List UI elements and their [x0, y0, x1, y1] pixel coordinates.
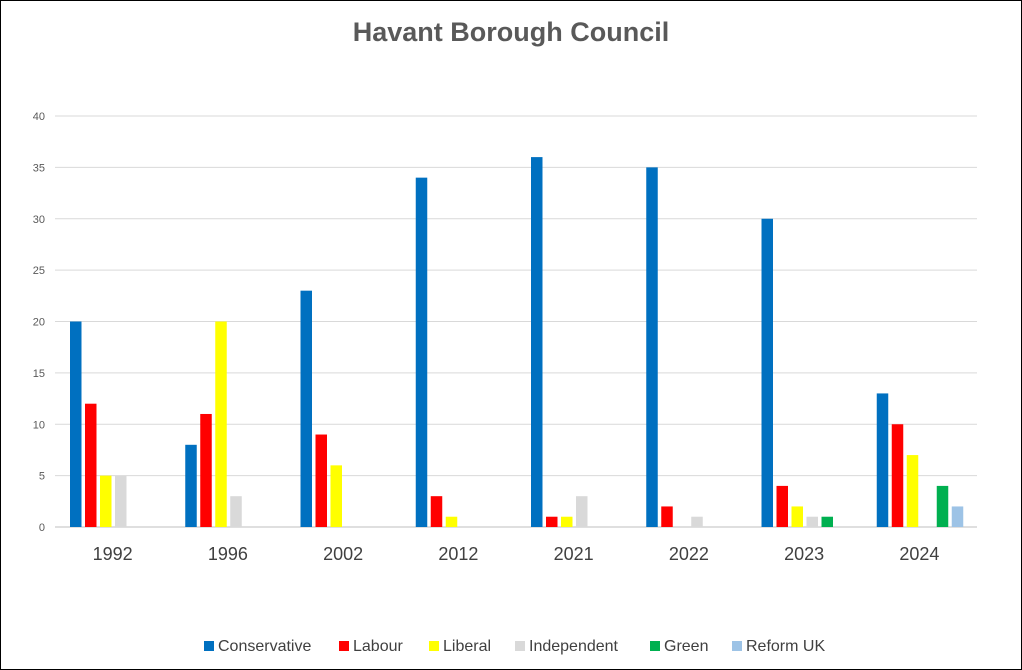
bar-conservative-2002: [300, 290, 312, 527]
x-tick-label: 1992: [93, 544, 133, 564]
x-tick-label: 2002: [323, 544, 363, 564]
legend-item-labour: Labour: [339, 638, 403, 655]
x-tick-label: 2021: [554, 544, 594, 564]
y-tick-label: 25: [33, 265, 45, 277]
bar-conservative-1992: [70, 321, 82, 527]
x-axis-ticks: 1992 1996 2002 2012 2021 2022 2023 2024: [93, 544, 940, 564]
bar-independent-2023: [806, 516, 818, 527]
bar-independent-1996: [230, 496, 242, 527]
bar-green-2024: [936, 485, 949, 527]
bar-labour-2024: [891, 424, 904, 527]
legend-item-liberal: Liberal: [429, 638, 491, 655]
x-tick-label: 2022: [669, 544, 709, 564]
x-tick-label: 1996: [208, 544, 248, 564]
bar-labour-2021: [546, 516, 558, 527]
bar-green-2023: [821, 516, 833, 527]
bar-liberal-2023: [791, 506, 803, 527]
bar-labour-2012: [430, 496, 443, 527]
y-axis-ticks: 0 5 10 15 20 25 30 35 40: [33, 111, 45, 534]
bar-conservative-2022: [646, 167, 658, 527]
y-tick-label: 10: [33, 419, 45, 431]
bar-conservative-2012: [415, 177, 428, 527]
bar-conservative-2023: [761, 218, 773, 527]
legend-item-green: Green: [650, 638, 708, 655]
legend-swatch: [650, 641, 660, 651]
legend-swatch: [429, 641, 439, 651]
y-tick-label: 0: [39, 522, 45, 534]
legend-swatch: [732, 641, 742, 651]
bar-conservative-2021: [531, 157, 543, 527]
legend-label: Green: [664, 638, 708, 655]
legend-swatch: [515, 641, 525, 651]
y-tick-label: 20: [33, 317, 45, 329]
y-tick-label: 30: [33, 214, 45, 226]
bar-labour-1996: [200, 413, 212, 527]
y-tick-label: 5: [39, 471, 45, 483]
legend-item-conservative: Conservative: [204, 638, 311, 655]
x-tick-label: 2012: [438, 544, 478, 564]
bar-independent-2021: [576, 496, 588, 527]
bar-labour-2023: [776, 485, 788, 527]
legend-swatch: [339, 641, 349, 651]
bar-labour-2002: [315, 434, 327, 527]
legend-item-reform-uk: Reform UK: [732, 638, 825, 655]
bar-liberal-2002: [330, 465, 342, 527]
bar-liberal-1992: [100, 475, 112, 527]
bar-labour-2022: [661, 506, 673, 527]
bar-liberal-2012: [445, 516, 458, 527]
legend-swatch: [204, 641, 214, 651]
chart-title: Havant Borough Council: [353, 17, 670, 47]
bar-liberal-1996: [215, 321, 227, 527]
y-tick-label: 15: [33, 368, 45, 380]
legend-label: Independent: [529, 638, 619, 655]
legend-label: Liberal: [443, 638, 491, 655]
legend-label: Labour: [353, 638, 403, 655]
bar-liberal-2021: [561, 516, 573, 527]
bar-labour-1992: [85, 403, 97, 527]
bar-conservative-2024: [876, 393, 889, 527]
bar-reform-uk-2024: [951, 506, 964, 527]
y-tick-label: 40: [33, 111, 45, 123]
legend-item-independent: Independent: [515, 638, 619, 655]
y-tick-label: 35: [33, 162, 45, 174]
bar-conservative-1996: [185, 444, 197, 527]
legend: Conservative Labour Liberal Independent Gree…: [204, 638, 825, 655]
legend-label: Conservative: [218, 638, 311, 655]
x-tick-label: 2023: [784, 544, 824, 564]
bar-independent-1992: [115, 475, 127, 527]
x-tick-label: 2024: [899, 544, 939, 564]
bars: [70, 157, 964, 527]
bar-liberal-2024: [906, 455, 919, 527]
bar-independent-2022: [691, 516, 703, 527]
legend-label: Reform UK: [746, 638, 825, 655]
